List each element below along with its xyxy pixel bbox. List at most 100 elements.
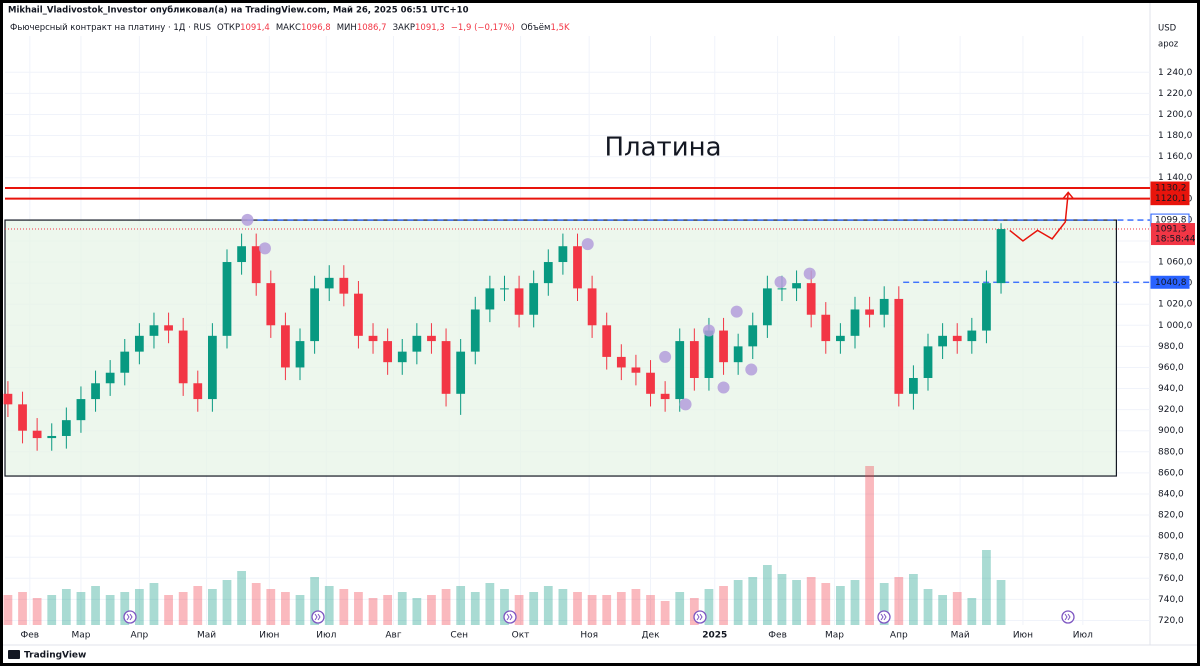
candle-body — [383, 341, 393, 363]
candle-body — [587, 288, 597, 326]
highlight-point — [717, 381, 730, 394]
event-icon-arrows — [696, 613, 703, 621]
volume-bar — [222, 580, 232, 625]
volume-bar — [251, 583, 261, 625]
volume-bar — [631, 589, 641, 625]
candle-body — [281, 325, 290, 368]
volume-bar — [806, 577, 816, 625]
volume-bar — [879, 583, 889, 625]
volume-bar — [397, 592, 407, 625]
high-label: МАКС — [276, 23, 301, 33]
y-tick-label: 1 000,0 — [1158, 321, 1193, 331]
volume-bar — [543, 586, 553, 625]
candle-body — [456, 351, 466, 394]
candle-body — [543, 262, 553, 284]
x-tick-label: Май — [197, 631, 216, 641]
candle-body — [427, 335, 436, 342]
candle-body — [529, 283, 539, 315]
volume-bar — [514, 595, 524, 625]
low-label: МИН — [337, 23, 357, 33]
candle-body — [441, 341, 451, 394]
x-tick-label: Фев — [768, 631, 787, 641]
highlight-point — [258, 242, 271, 255]
volume-bar — [368, 598, 378, 625]
open-label: ОТКР — [217, 23, 240, 33]
highlight-point — [730, 305, 743, 318]
candle-body — [675, 341, 685, 400]
volume-bar — [237, 571, 246, 625]
volume-bar — [719, 586, 728, 625]
y-tick-label: 720,0 — [1158, 616, 1184, 626]
volume-bar — [689, 598, 699, 625]
high-value: 1096,8 — [301, 23, 331, 33]
volume-bar — [47, 595, 57, 625]
volume-bar — [134, 589, 144, 625]
x-tick-label: Июл — [1073, 631, 1093, 641]
x-tick-label: Июн — [259, 631, 279, 641]
highlight-point — [679, 398, 692, 411]
candle-body — [485, 288, 495, 310]
volume-bar — [733, 580, 743, 625]
candle-body — [646, 372, 655, 394]
volume-bar — [982, 550, 991, 625]
candle-body — [573, 246, 582, 289]
volume-bar — [295, 595, 305, 625]
event-icon-arrows — [126, 613, 133, 621]
candle-body — [47, 435, 57, 439]
candle-body — [164, 325, 173, 331]
y-tick-label: 840,0 — [1158, 489, 1184, 499]
candle-body — [237, 246, 246, 263]
event-icon — [123, 610, 137, 624]
candle-body — [602, 325, 612, 357]
y-tick-label: 820,0 — [1158, 511, 1184, 521]
highlight-point — [803, 267, 816, 280]
y-tick-label: 900,0 — [1158, 426, 1184, 436]
x-tick-label: Ноя — [580, 631, 598, 641]
last-price-label: 1091,3 — [1155, 225, 1187, 235]
volume-bar — [558, 589, 568, 625]
x-tick-label: Июл — [316, 631, 336, 641]
y-tick-label: 1 060,0 — [1158, 258, 1193, 268]
x-tick-label: Мар — [825, 631, 844, 641]
volume-bar — [470, 592, 480, 625]
close-label: ЗАКР — [393, 23, 415, 33]
legend-line: Фьючерсный контракт на платину · 1Д · RU… — [10, 23, 570, 33]
legend: Фьючерсный контракт на платину · 1Д · RU… — [10, 23, 570, 33]
candle-body — [938, 335, 947, 347]
candle-body — [500, 288, 509, 290]
volume-bar — [193, 586, 203, 625]
candle-body — [996, 229, 1006, 284]
candle-body — [266, 283, 276, 326]
volume-bar — [281, 592, 290, 625]
candle-body — [865, 309, 874, 315]
currency: USD — [1158, 24, 1177, 34]
y-tick-label: 1 160,0 — [1158, 152, 1193, 162]
candle-body — [792, 283, 801, 289]
candle-body — [18, 404, 27, 431]
highlight-point — [659, 350, 672, 363]
y-tick-label: 1 020,0 — [1158, 300, 1193, 310]
volume-bar — [149, 583, 159, 625]
event-icon — [311, 610, 325, 624]
volume-bar — [909, 574, 918, 625]
volume-bar — [967, 598, 977, 625]
event-icon — [503, 610, 517, 624]
volume-bar — [266, 589, 276, 625]
close-value: 1091,3 — [415, 23, 445, 33]
logo-text: TradingView — [24, 651, 86, 661]
event-icon — [693, 610, 707, 624]
candle-body — [850, 309, 860, 336]
y-tick-label: 1 240,0 — [1158, 68, 1193, 78]
forecast-path — [1009, 192, 1069, 242]
volume-bar — [573, 592, 582, 625]
volume-value: 1,5K — [550, 23, 570, 33]
candle-body — [748, 325, 758, 347]
open-value: 1091,4 — [240, 23, 270, 33]
candle-body — [310, 288, 319, 342]
candle-body — [967, 330, 977, 342]
candle-body — [704, 330, 714, 378]
volume-bar — [660, 601, 670, 625]
volume-bar — [836, 586, 845, 625]
volume-bar — [792, 580, 801, 625]
